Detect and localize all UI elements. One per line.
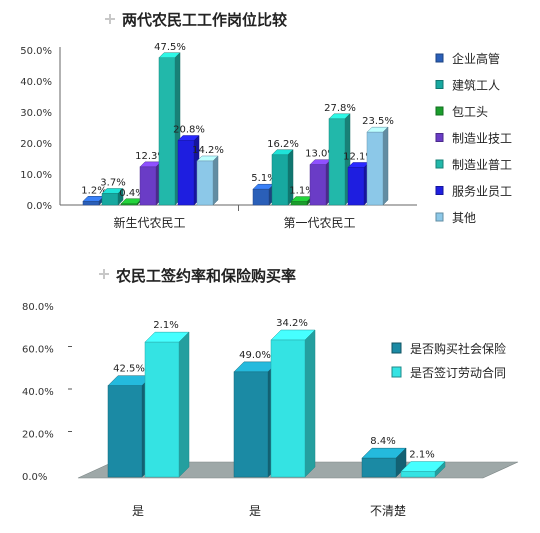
chart1-data-label: 3.7% bbox=[100, 178, 125, 189]
chart2-data-label: 8.4% bbox=[370, 436, 395, 447]
chart1-ytick-label: 20.0% bbox=[20, 139, 52, 150]
chart1-legend-label: 包工头 bbox=[452, 105, 488, 119]
chart1-plot: 0.0% 10.0% 20.0% 30.0% 40.0% 50.0% 1.2%3.7%0.4… bbox=[20, 42, 417, 230]
chart2-plot: 0.0% 20.0% 40.0% 60.0% 80.0% 42.5% 2.1% 是 49.0% 3… bbox=[22, 302, 519, 518]
chart2-data-label: 2.1% bbox=[153, 320, 178, 331]
chart2-category-label: 不清楚 bbox=[370, 504, 406, 518]
chart1-data-label: 23.5% bbox=[362, 116, 394, 127]
chart1-ytick-label: 10.0% bbox=[20, 170, 52, 181]
chart1-legend-swatch bbox=[435, 106, 444, 116]
chart2-category-label: 是 bbox=[132, 504, 144, 518]
chart1-legend-swatch bbox=[435, 53, 444, 63]
chart1-data-label: 20.8% bbox=[173, 125, 205, 136]
chart2-data-label: 2.1% bbox=[409, 450, 434, 461]
chart1-title: 两代农民工工作岗位比较 bbox=[122, 11, 287, 29]
chart2-title: 农民工签约率和保险购买率 bbox=[115, 267, 296, 285]
chart1-bar bbox=[101, 187, 124, 206]
chart2-data-label: 42.5% bbox=[113, 364, 145, 375]
chart1-legend-swatch bbox=[435, 159, 444, 169]
chart1-data-label: 1.1% bbox=[289, 186, 314, 197]
chart1-legend-swatch bbox=[435, 212, 444, 222]
chart1-data-label: 1.2% bbox=[81, 185, 106, 196]
chart2-category-label: 是 bbox=[249, 504, 261, 518]
chart1-bar bbox=[120, 198, 143, 206]
chart1-bar bbox=[82, 195, 105, 206]
chart1-legend-swatch bbox=[435, 80, 444, 89]
chart2-legend-label: 是否购买社会保险 bbox=[410, 341, 506, 356]
chart1-data-label: 0.4% bbox=[119, 188, 144, 199]
chart2-legend-swatch bbox=[391, 342, 402, 354]
chart2-bar bbox=[144, 331, 190, 478]
chart2-ytick-label: 80.0% bbox=[22, 302, 54, 313]
chart2-ytick-label: 20.0% bbox=[22, 430, 54, 441]
chart1-legend-label: 建筑工人 bbox=[452, 78, 500, 93]
chart1-legend-swatch bbox=[435, 133, 444, 142]
chart1-legend-swatch bbox=[435, 186, 444, 195]
chart1-bar bbox=[271, 149, 294, 206]
chart2-data-label: 34.2% bbox=[276, 318, 308, 329]
chart1-legend-label: 制造业技工 bbox=[452, 132, 512, 146]
plus-icon bbox=[105, 14, 115, 24]
chart1-legend-label: 服务业员工 bbox=[452, 184, 512, 199]
chart2-legend-swatch bbox=[391, 366, 402, 378]
chart1-data-label: 12.1% bbox=[343, 151, 375, 162]
chart2-bar bbox=[270, 329, 316, 478]
chart1-data-label: 5.1% bbox=[251, 173, 276, 184]
chart1-data-label: 13.0% bbox=[305, 149, 337, 160]
chart1-legend-label: 其他 bbox=[452, 211, 476, 225]
chart1-ytick-label: 50.0% bbox=[20, 46, 52, 57]
chart1-data-label: 14.2% bbox=[192, 145, 224, 156]
chart1-ytick-label: 40.0% bbox=[20, 77, 52, 88]
chart1-data-label: 47.5% bbox=[154, 42, 186, 53]
chart2-ytick-label: 60.0% bbox=[22, 345, 54, 356]
chart1-bar bbox=[177, 134, 200, 206]
chart2-ytick-label: 0.0% bbox=[22, 472, 47, 483]
chart1-data-label: 12.3% bbox=[135, 151, 167, 162]
chart2-bar bbox=[361, 447, 407, 478]
chart2-legend-label: 是否签订劳动合同 bbox=[410, 365, 506, 380]
chart1-data-label: 16.2% bbox=[267, 139, 299, 150]
chart1-bar bbox=[290, 195, 313, 206]
chart2-data-label: 49.0% bbox=[239, 350, 271, 361]
chart1-category-label: 第一代农民工 bbox=[283, 216, 355, 230]
chart1-legend-label: 企业高管 bbox=[452, 51, 500, 66]
chart1-legend-label: 制造业普工 bbox=[452, 158, 512, 172]
plus-icon bbox=[99, 269, 109, 279]
chart1-bar bbox=[328, 113, 351, 206]
chart1-bar bbox=[309, 159, 332, 206]
chart1-bar bbox=[196, 155, 219, 206]
chart1-bar bbox=[347, 161, 370, 206]
chart1-data-label: 27.8% bbox=[324, 103, 356, 114]
chart2-ytick-label: 40.0% bbox=[22, 387, 54, 398]
chart1-ytick-label: 30.0% bbox=[20, 108, 52, 119]
chart1-bar bbox=[366, 126, 389, 206]
chart1-bar bbox=[252, 183, 275, 206]
chart2-bar bbox=[400, 460, 446, 478]
chart1-bar bbox=[139, 161, 162, 206]
chart1-category-label: 新生代农民工 bbox=[113, 215, 185, 230]
chart1-ytick-label: 0.0% bbox=[27, 201, 52, 212]
